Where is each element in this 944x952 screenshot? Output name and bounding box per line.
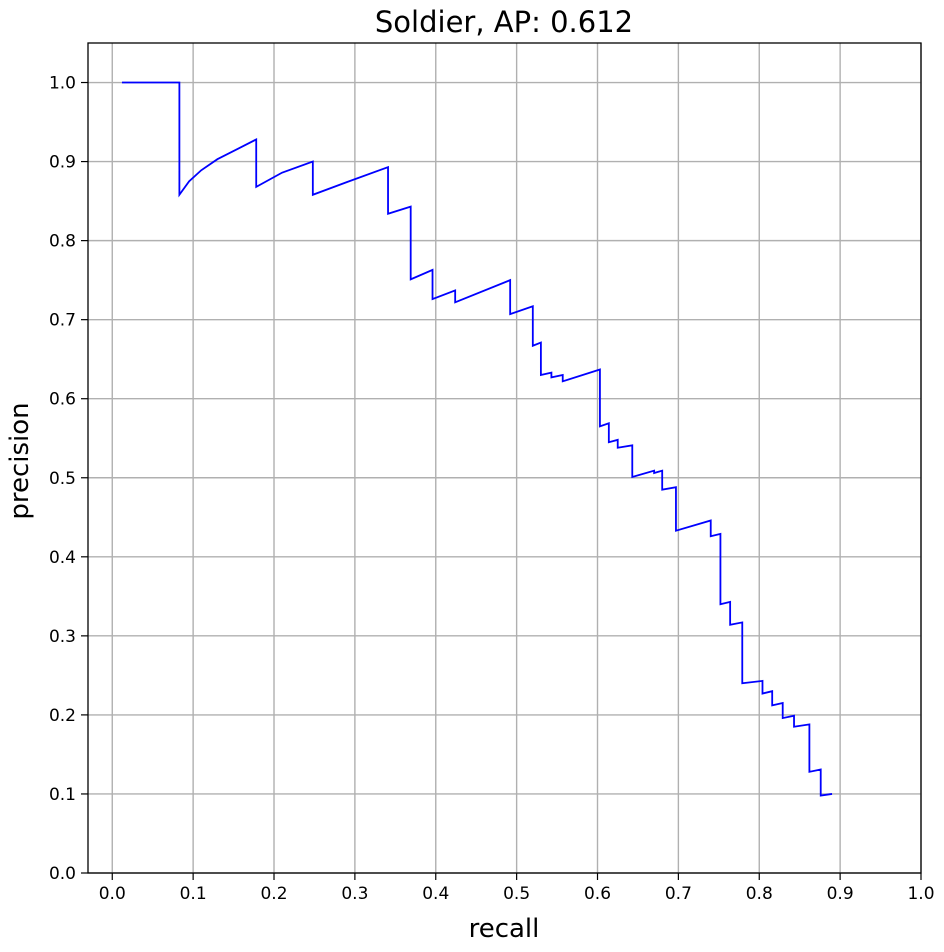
tick-labels: 0.0 0.1 0.2 0.3 0.4 0.5 0.6 0.7 0.8 0.9 1.0 0.0 0.1 0… [49,74,935,904]
x-tick-label: 0.6 [584,884,611,904]
x-tick-label: 0.1 [180,884,207,904]
y-tick-label: 0.7 [49,311,76,331]
x-tick-label: 0.4 [422,884,449,904]
chart-title: Soldier, AP: 0.612 [375,5,633,39]
y-tick-label: 0.0 [49,864,76,884]
x-tick-label: 1.0 [907,884,934,904]
grid-lines [88,43,922,874]
axes [87,42,922,874]
y-tick-label: 0.1 [49,785,76,805]
x-tick-label: 0.0 [99,884,126,904]
y-tick-label: 0.4 [49,548,76,568]
precision-recall-line [121,81,833,797]
x-tick-label: 0.2 [260,884,287,904]
x-tick-label: 0.3 [341,884,368,904]
y-tick-label: 0.6 [49,390,76,410]
x-tick-label: 0.8 [746,884,773,904]
y-tick-label: 0.2 [49,706,76,726]
x-tick-label: 0.7 [665,884,692,904]
x-tick-label: 0.5 [503,884,530,904]
y-tick-label: 0.8 [49,232,76,252]
y-tick-label: 0.9 [49,153,76,173]
y-axis-label: precision [5,402,35,519]
y-tick-label: 0.5 [49,469,76,489]
x-axis-label: recall [469,914,540,944]
x-tick-label: 0.9 [827,884,854,904]
series-layer [121,81,833,797]
plot-frame [87,42,922,874]
y-tick-label: 1.0 [49,74,76,94]
y-tick-label: 0.3 [49,627,76,647]
